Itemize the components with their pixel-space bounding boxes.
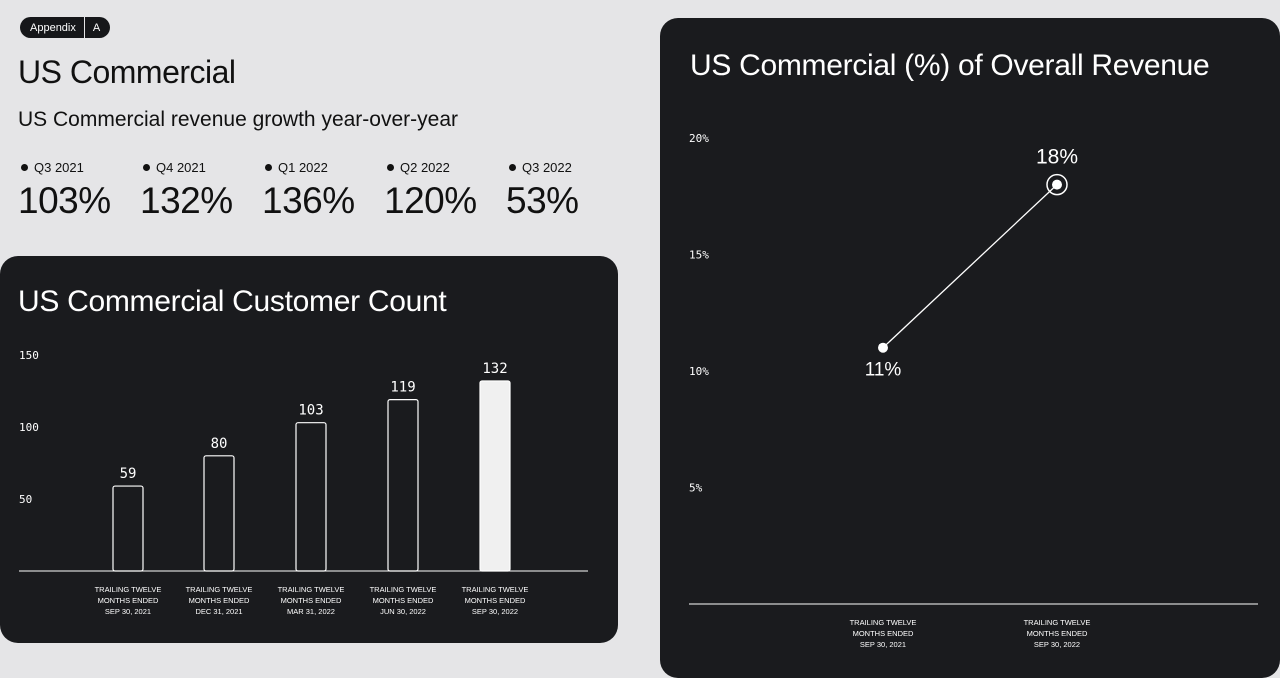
growth-stat: Q4 2021 132% <box>140 160 262 222</box>
bar-value-label: 59 <box>120 466 137 482</box>
bar <box>112 485 144 572</box>
bar-value-label: 80 <box>211 436 228 452</box>
bullet-dot-icon <box>387 164 394 171</box>
growth-value: 120% <box>384 180 477 221</box>
bullet-dot-icon <box>143 164 150 171</box>
bar <box>479 380 511 572</box>
y-tick-label: 5% <box>689 482 703 495</box>
bullet-dot-icon <box>21 164 28 171</box>
growth-quarter: Q3 2022 <box>522 160 572 175</box>
appendix-badge: Appendix A <box>20 17 111 38</box>
customer-count-title: US Commercial Customer Count <box>18 285 447 318</box>
revenue-share-title: US Commercial (%) of Overall Revenue <box>690 49 1210 82</box>
data-label: 11% <box>865 360 902 381</box>
x-tick-label: MONTHS ENDED <box>465 596 526 605</box>
x-tick-label: MONTHS ENDED <box>1027 629 1088 638</box>
growth-stat: Q1 2022 136% <box>262 160 384 222</box>
growth-stats: Q3 2021 103% Q4 2021 132% Q1 2022 136% Q… <box>18 160 628 222</box>
bar <box>295 422 327 572</box>
x-tick-label: SEP 30, 2021 <box>860 640 906 649</box>
growth-value: 132% <box>140 180 233 221</box>
bar-value-label: 103 <box>298 403 323 419</box>
page-subtitle: US Commercial revenue growth year-over-y… <box>18 108 458 131</box>
x-tick-label: MONTHS ENDED <box>189 596 250 605</box>
y-tick-label: 15% <box>689 249 709 262</box>
x-tick-label: TRAILING TWELVE <box>462 585 529 594</box>
customer-count-chart: 50 100 150 59 TRAILING TWELVE MONTHS ENDED SEP… <box>19 349 588 616</box>
appendix-letter: A <box>92 21 101 34</box>
bar-value-label: 119 <box>390 380 415 396</box>
growth-quarter: Q1 2022 <box>278 160 328 175</box>
x-tick-label: TRAILING TWELVE <box>1024 618 1091 627</box>
bullet-dot-icon <box>265 164 272 171</box>
appendix-divider <box>83 17 85 38</box>
growth-value: 136% <box>262 180 355 221</box>
customer-count-panel: US Commercial Customer Count 50 100 150 59 T… <box>0 256 618 643</box>
revenue-share-chart: 5% 10% 15% 20% 11% 18% TRAILING TWELVE MONTHS E… <box>689 132 1258 649</box>
bar <box>203 455 235 572</box>
growth-quarter: Q4 2021 <box>156 160 206 175</box>
revenue-share-panel: US Commercial (%) of Overall Revenue 5% 1… <box>660 18 1280 678</box>
y-tick-label: 10% <box>689 365 709 378</box>
x-tick-label: SEP 30, 2022 <box>1034 640 1080 649</box>
appendix-label: Appendix <box>30 21 76 34</box>
y-tick-label: 50 <box>19 493 32 506</box>
series-line <box>882 184 1058 349</box>
x-tick-label: TRAILING TWELVE <box>278 585 345 594</box>
bar-value-label: 132 <box>482 361 507 377</box>
bullet-dot-icon <box>509 164 516 171</box>
x-tick-label: JUN 30, 2022 <box>380 607 426 616</box>
y-tick-label: 150 <box>19 349 39 362</box>
x-tick-label: DEC 31, 2021 <box>195 607 242 616</box>
x-tick-label: TRAILING TWELVE <box>186 585 253 594</box>
x-tick-label: MONTHS ENDED <box>281 596 342 605</box>
bar <box>387 399 419 572</box>
growth-quarter: Q2 2022 <box>400 160 450 175</box>
y-tick-label: 100 <box>19 421 39 434</box>
growth-stat: Q2 2022 120% <box>384 160 506 222</box>
x-tick-label: MAR 31, 2022 <box>287 607 335 616</box>
x-tick-label: MONTHS ENDED <box>373 596 434 605</box>
x-tick-label: SEP 30, 2021 <box>105 607 151 616</box>
data-point-ring <box>1046 173 1068 196</box>
growth-quarter: Q3 2021 <box>34 160 84 175</box>
growth-stat: Q3 2021 103% <box>18 160 140 222</box>
growth-stat: Q3 2022 53% <box>506 160 628 222</box>
x-tick-label: TRAILING TWELVE <box>850 618 917 627</box>
x-tick-label: MONTHS ENDED <box>853 629 914 638</box>
x-tick-label: TRAILING TWELVE <box>370 585 437 594</box>
x-tick-label: TRAILING TWELVE <box>95 585 162 594</box>
data-label: 18% <box>1036 146 1078 169</box>
x-tick-label: SEP 30, 2022 <box>472 607 518 616</box>
growth-value: 53% <box>506 180 579 221</box>
growth-value: 103% <box>18 180 111 221</box>
data-point <box>878 342 888 353</box>
x-tick-label: MONTHS ENDED <box>98 596 159 605</box>
page-title: US Commercial <box>18 54 236 90</box>
y-tick-label: 20% <box>689 132 709 145</box>
data-point <box>1052 179 1062 190</box>
